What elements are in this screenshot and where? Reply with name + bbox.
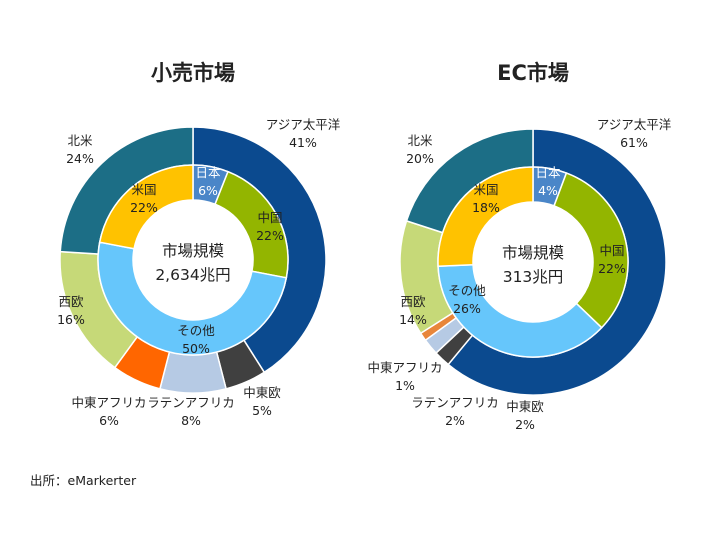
outer-label-value-3: 8% — [181, 413, 201, 428]
outer-label-name-1: アジア太平洋 — [597, 117, 672, 132]
inner-label-value-4: 22% — [130, 200, 158, 215]
outer-label-value-5: 16% — [57, 312, 85, 327]
inner-slice-seg-1 — [553, 172, 629, 329]
outer-label-name-4: 中東アフリカ — [367, 360, 442, 375]
outer-slice-seg-2 — [159, 351, 227, 394]
outer-label-name-5: 西欧 — [400, 294, 426, 309]
outer-label-value-3: 2% — [445, 413, 465, 428]
inner-label-name-4: 米国 — [473, 182, 498, 197]
inner-label-value-1: 6% — [198, 183, 218, 198]
outer-label-name-3: ラテンアフリカ — [147, 395, 235, 410]
donut-hole — [474, 203, 592, 321]
inner-label-name-1: 日本 — [535, 165, 561, 180]
chart-title: 小売市場 — [151, 61, 235, 85]
outer-label-value-6: 24% — [66, 151, 94, 166]
inner-label-name-2: 中国 — [257, 210, 282, 225]
source-note: 出所：eMarkerter — [30, 473, 137, 488]
inner-label-value-4: 18% — [472, 200, 500, 215]
center-label-1: 市場規模 — [162, 242, 224, 260]
outer-label-name-3: ラテンアフリカ — [411, 395, 499, 410]
chart-title: EC市場 — [497, 61, 569, 85]
inner-label-name-4: 米国 — [131, 182, 156, 197]
outer-label-value-4: 1% — [395, 378, 415, 393]
outer-label-value-4: 6% — [99, 413, 119, 428]
inner-slice-seg-3 — [98, 164, 194, 250]
outer-label-name-1: アジア太平洋 — [266, 117, 341, 132]
inner-label-value-1: 4% — [538, 183, 558, 198]
donut-hole — [134, 201, 252, 319]
inner-label-value-2: 22% — [256, 228, 284, 243]
outer-label-name-2: 中東欧 — [243, 385, 281, 400]
outer-label-name-6: 北米 — [67, 133, 93, 148]
inner-label-value-3: 50% — [182, 341, 210, 356]
inner-slice-seg-2 — [437, 263, 603, 358]
inner-label-name-3: その他 — [177, 323, 215, 338]
inner-label-name-3: その他 — [448, 283, 486, 298]
outer-label-name-6: 北米 — [407, 133, 433, 148]
center-label-1: 市場規模 — [502, 244, 564, 262]
center-label-2: 313兆円 — [503, 268, 564, 286]
inner-slice-seg-3 — [437, 166, 534, 268]
inner-label-value-2: 22% — [598, 261, 626, 276]
inner-slice-seg-2 — [97, 241, 288, 356]
outer-label-value-1: 41% — [289, 135, 317, 150]
outer-label-value-2: 5% — [252, 403, 272, 418]
outer-label-value-5: 14% — [399, 312, 427, 327]
outer-label-value-1: 61% — [620, 135, 648, 150]
outer-label-name-2: 中東欧 — [506, 399, 544, 414]
outer-label-value-2: 2% — [515, 417, 535, 432]
outer-label-value-6: 20% — [406, 151, 434, 166]
inner-label-name-2: 中国 — [599, 243, 624, 258]
inner-label-value-3: 26% — [453, 301, 481, 316]
inner-label-name-1: 日本 — [195, 165, 221, 180]
center-label-2: 2,634兆円 — [155, 266, 230, 284]
outer-label-name-4: 中東アフリカ — [71, 395, 146, 410]
outer-label-name-5: 西欧 — [58, 294, 84, 309]
